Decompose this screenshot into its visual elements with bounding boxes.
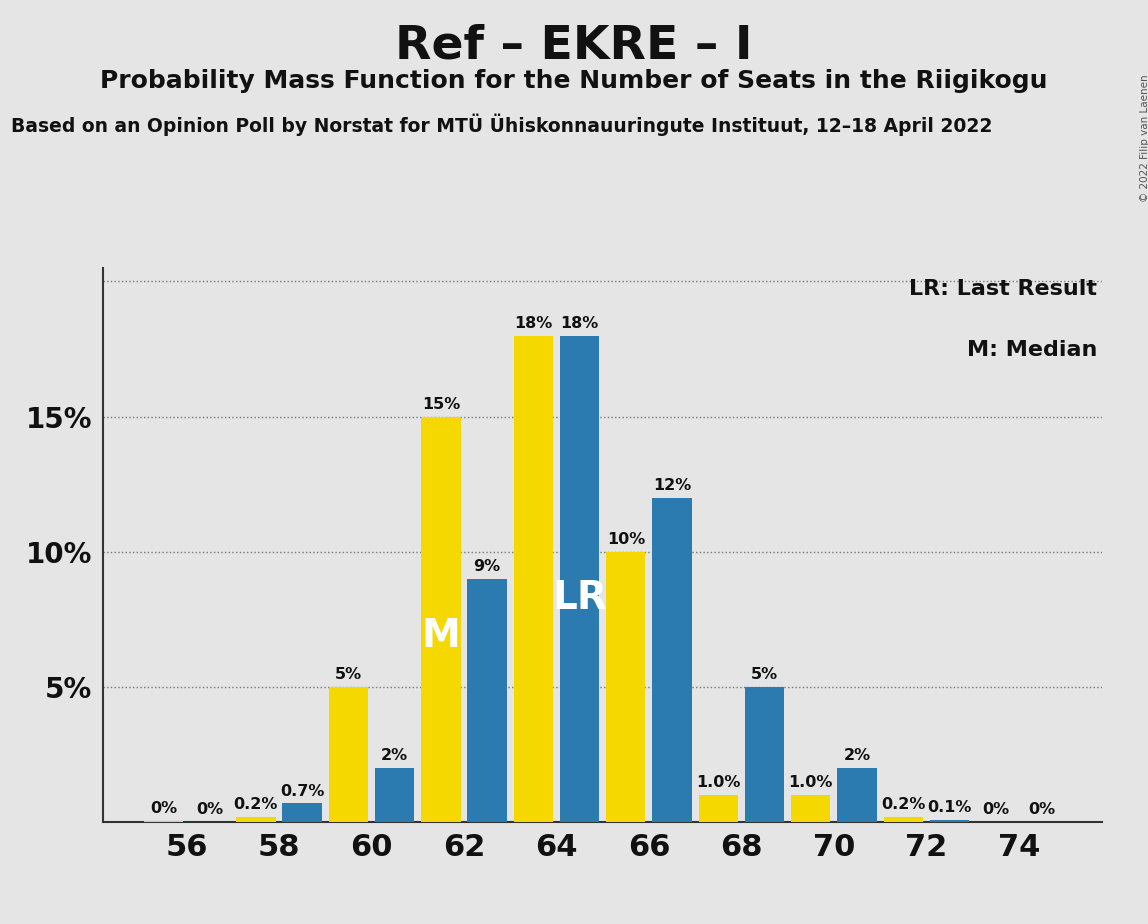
Text: 9%: 9%	[473, 559, 501, 574]
Bar	[513, 335, 553, 822]
Text: 12%: 12%	[653, 478, 691, 493]
Text: 10%: 10%	[606, 532, 645, 547]
Text: 0%: 0%	[1029, 802, 1055, 818]
Bar	[837, 768, 877, 822]
Text: 5%: 5%	[335, 667, 362, 682]
Bar	[282, 804, 321, 822]
Bar	[421, 417, 460, 822]
Text: 0%: 0%	[983, 802, 1009, 818]
Bar	[328, 687, 369, 822]
Text: M: Median: M: Median	[967, 340, 1097, 360]
Text: 1.0%: 1.0%	[696, 775, 740, 790]
Bar	[745, 687, 784, 822]
Text: 2%: 2%	[844, 748, 870, 763]
Text: 1.0%: 1.0%	[789, 775, 833, 790]
Text: LR: LR	[552, 579, 607, 617]
Bar	[699, 796, 738, 822]
Text: 15%: 15%	[421, 396, 460, 412]
Bar	[560, 335, 599, 822]
Text: 18%: 18%	[560, 316, 599, 331]
Bar	[652, 498, 692, 822]
Text: 0.1%: 0.1%	[928, 800, 971, 815]
Text: 0.2%: 0.2%	[234, 797, 278, 812]
Text: LR: Last Result: LR: Last Result	[909, 279, 1097, 299]
Text: M: M	[421, 616, 460, 655]
Text: Based on an Opinion Poll by Norstat for MTÜ Ühiskonnauuringute Instituut, 12–18 : Based on an Opinion Poll by Norstat for …	[11, 114, 993, 136]
Text: 0.7%: 0.7%	[280, 784, 325, 798]
Bar	[467, 579, 506, 822]
Bar	[606, 552, 645, 822]
Bar	[144, 821, 183, 822]
Text: 0%: 0%	[196, 802, 223, 818]
Bar	[375, 768, 414, 822]
Text: Ref – EKRE – I: Ref – EKRE – I	[395, 23, 753, 68]
Text: 2%: 2%	[381, 748, 409, 763]
Bar	[930, 820, 969, 822]
Text: 5%: 5%	[751, 667, 778, 682]
Bar	[236, 817, 276, 822]
Bar	[791, 796, 830, 822]
Text: 18%: 18%	[514, 316, 552, 331]
Text: 0%: 0%	[150, 801, 177, 816]
Text: 0.2%: 0.2%	[881, 797, 925, 812]
Bar	[884, 817, 923, 822]
Text: © 2022 Filip van Laenen: © 2022 Filip van Laenen	[1140, 74, 1148, 201]
Text: Probability Mass Function for the Number of Seats in the Riigikogu: Probability Mass Function for the Number…	[100, 69, 1048, 93]
